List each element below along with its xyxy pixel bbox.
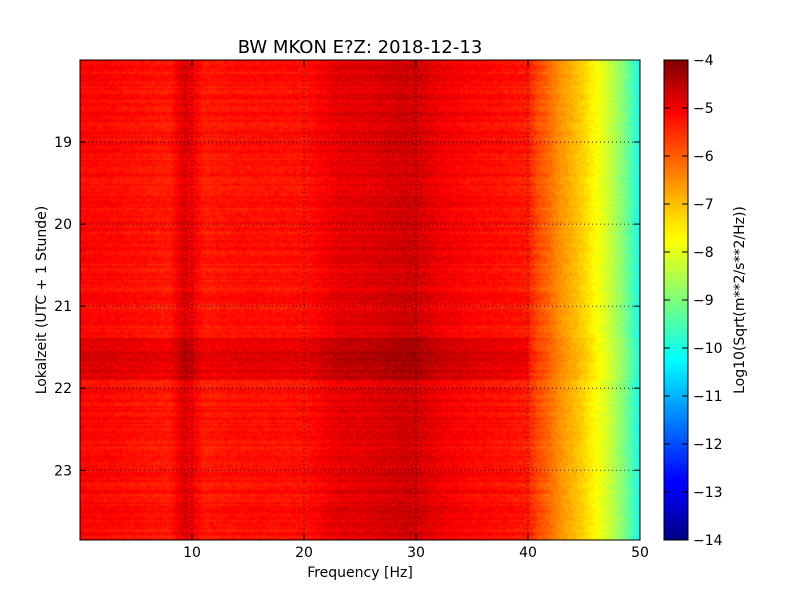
colorbar-tick-label: −8 bbox=[693, 245, 714, 261]
y-tick-label: 20 bbox=[54, 217, 72, 233]
y-axis-label: Lokalzeit (UTC + 1 Stunde) bbox=[34, 206, 50, 395]
colorbar-tick-label: −6 bbox=[693, 149, 714, 165]
colorbar-tick-label: −13 bbox=[693, 485, 723, 501]
colorbar-tick-label: −4 bbox=[693, 53, 714, 69]
colorbar-tick-label: −11 bbox=[693, 389, 723, 405]
x-tick-label: 40 bbox=[519, 545, 537, 561]
y-tick-label: 21 bbox=[54, 299, 72, 315]
colorbar-tick-label: −7 bbox=[693, 197, 714, 213]
grid-lines bbox=[80, 60, 640, 540]
x-tick-label: 10 bbox=[183, 545, 201, 561]
y-axis-ticks: 19 20 21 22 23 bbox=[54, 135, 640, 479]
colorbar-ticks: −4 −5 −6 −7 −8 −9 −10 −11 −12 −13 −14 bbox=[664, 53, 723, 549]
x-tick-label: 50 bbox=[631, 545, 649, 561]
colorbar-label: Log10(Sqrt(m**2/s**2/Hz)) bbox=[732, 206, 748, 394]
colorbar-tick-label: −10 bbox=[693, 341, 723, 357]
colorbar-tick-label: −5 bbox=[693, 101, 714, 117]
colorbar-tick-label: −9 bbox=[693, 293, 714, 309]
x-tick-label: 30 bbox=[407, 545, 425, 561]
x-tick-label: 20 bbox=[295, 545, 313, 561]
spectrogram-image bbox=[80, 60, 640, 540]
x-axis-label: Frequency [Hz] bbox=[307, 565, 413, 581]
colorbar-tick-label: −14 bbox=[693, 533, 723, 549]
plot-frame bbox=[79, 59, 641, 541]
y-tick-label: 22 bbox=[54, 381, 72, 397]
colorbar-tick-label: −12 bbox=[693, 437, 723, 453]
y-tick-label: 23 bbox=[54, 463, 72, 479]
colorbar: −4 −5 −6 −7 −8 −9 −10 −11 −12 −13 −14 Log10(Sqrt(m… bbox=[663, 53, 748, 549]
y-tick-label: 19 bbox=[54, 135, 72, 151]
x-axis-ticks: 10 20 30 40 50 bbox=[183, 60, 649, 561]
chart-title: BW MKON E?Z: 2018-12-13 bbox=[238, 37, 483, 58]
